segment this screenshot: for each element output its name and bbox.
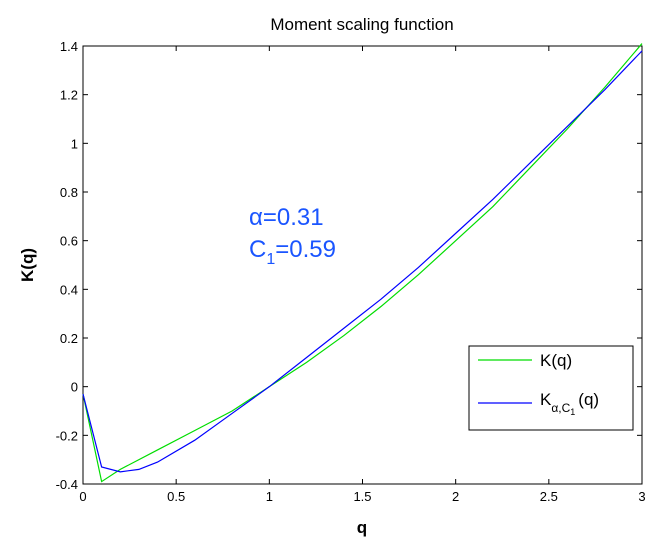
legend-label-k-alpha: Kα,C1(q) (540, 390, 599, 417)
y-tick-label: 1.2 (60, 88, 78, 103)
legend-k-sub: α,C (551, 401, 570, 415)
c1-letter: C (249, 236, 266, 263)
legend-k-main: K (540, 390, 552, 409)
c1-annotation: C1=0.59 (249, 236, 336, 268)
c1-subscript: 1 (266, 251, 275, 268)
y-axis-ticks: -0.4 -0.2 0 0.2 0.4 0.6 0.8 1 1.2 1.4 (56, 39, 642, 492)
x-axis-label: q (357, 518, 367, 537)
y-axis-label: K(q) (18, 248, 37, 282)
y-tick-label: -0.2 (56, 428, 78, 443)
y-tick-label: 1 (71, 136, 78, 151)
x-axis-ticks: 0 0.5 1 1.5 2 2.5 3 (79, 46, 646, 504)
x-tick-label: 0.5 (167, 489, 185, 504)
series-layer (82, 43, 643, 483)
y-tick-label: 0.4 (60, 282, 78, 297)
y-tick-label: 0.6 (60, 234, 78, 249)
x-tick-label: 3 (638, 489, 645, 504)
x-tick-label: 1.5 (353, 489, 371, 504)
legend: K(q) Kα,C1(q) (468, 345, 634, 431)
y-tick-label: -0.4 (56, 477, 78, 492)
series-line-k (82, 43, 643, 483)
legend-k-tail: (q) (578, 390, 599, 409)
y-tick-label: 0 (71, 380, 78, 395)
y-tick-label: 0.2 (60, 331, 78, 346)
alpha-annotation: α=0.31 (249, 204, 324, 231)
x-tick-label: 2.5 (540, 489, 558, 504)
chart-title: Moment scaling function (270, 15, 453, 34)
y-tick-label: 1.4 (60, 39, 78, 54)
series-line-k-alpha (82, 50, 643, 473)
legend-label-k: K(q) (540, 351, 572, 370)
c1-value: =0.59 (275, 236, 336, 263)
x-tick-label: 2 (452, 489, 459, 504)
annotation: α=0.31 C1=0.59 (249, 204, 336, 268)
legend-k-subsub: 1 (570, 407, 575, 417)
y-tick-label: 0.8 (60, 185, 78, 200)
x-tick-label: 0 (79, 489, 86, 504)
x-tick-label: 1 (266, 489, 273, 504)
